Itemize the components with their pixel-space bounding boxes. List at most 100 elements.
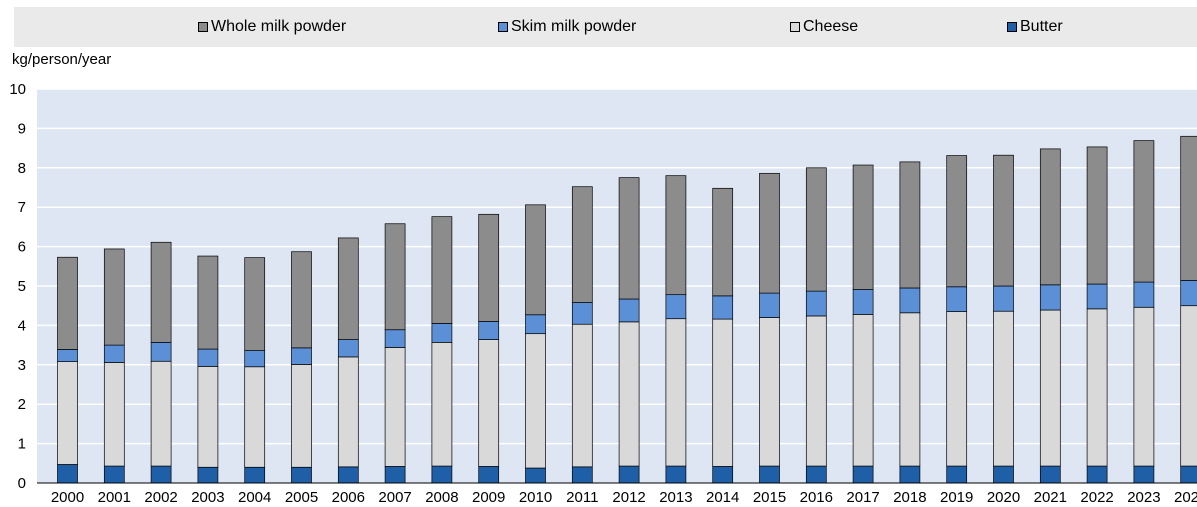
bar-segment-butter <box>618 465 640 484</box>
bar-segment-cheese <box>244 366 266 468</box>
bar-segment-cheese <box>384 347 406 467</box>
y-tick-label: 6 <box>18 239 26 256</box>
bar-segment-butter <box>805 465 827 484</box>
bar-segment-butter <box>1133 465 1155 484</box>
x-tick-label: 2000 <box>51 489 84 506</box>
bar-segment-cheese <box>571 323 593 468</box>
x-tick-label: 2017 <box>846 489 879 506</box>
bar-segment-whole-milk-powder <box>1180 135 1197 281</box>
bar-segment-whole-milk-powder <box>805 167 827 292</box>
bar-segment-skim-milk-powder <box>57 349 78 362</box>
x-tick-label: 2023 <box>1127 489 1160 506</box>
legend-label: Whole milk powder <box>211 18 347 35</box>
x-tick-label: 2009 <box>472 489 505 506</box>
y-tick-label: 4 <box>18 317 26 334</box>
bar-segment-skim-milk-powder <box>291 347 312 365</box>
bar-segment-butter <box>197 466 219 484</box>
bar-segment-skim-milk-powder <box>244 350 266 368</box>
legend-item-cheese: Cheese <box>790 7 858 47</box>
bar-segment-cheese <box>431 341 453 467</box>
bar-segment-skim-milk-powder <box>431 323 453 343</box>
bar-segment-butter <box>993 465 1014 484</box>
bar-segment-butter <box>852 465 874 484</box>
bar-segment-skim-milk-powder <box>946 286 968 312</box>
bar-segment-cheese <box>57 361 78 465</box>
legend-item-butter: Butter <box>1007 7 1063 47</box>
bar-segment-cheese <box>852 314 874 467</box>
bar-segment-whole-milk-powder <box>525 204 546 316</box>
bar-segment-whole-milk-powder <box>150 241 172 343</box>
y-tick-label: 2 <box>18 396 26 413</box>
bar-segment-skim-milk-powder <box>525 314 546 335</box>
bar-segment-whole-milk-powder <box>197 255 219 350</box>
bar-segment-cheese <box>946 311 968 467</box>
x-tick-label: 2005 <box>285 489 318 506</box>
legend-label: Cheese <box>803 18 859 35</box>
x-tick-label: 2014 <box>706 489 739 506</box>
bar-segment-cheese <box>478 339 500 467</box>
bar-segment-cheese <box>525 333 546 469</box>
bar-segment-whole-milk-powder <box>291 251 312 349</box>
bar-segment-skim-milk-powder <box>852 289 874 315</box>
x-tick-label: 2007 <box>378 489 411 506</box>
bar-segment-skim-milk-powder <box>103 344 125 363</box>
bar-segment-skim-milk-powder <box>1180 280 1197 307</box>
bar-segment-whole-milk-powder <box>759 172 780 294</box>
y-tick-label: 7 <box>18 199 26 216</box>
x-tick-label: 2015 <box>753 489 786 506</box>
legend-swatch <box>790 22 800 32</box>
bar-segment-skim-milk-powder <box>712 295 734 320</box>
bar-segment-whole-milk-powder <box>1086 146 1108 285</box>
y-axis-label: kg/person/year <box>12 51 112 68</box>
x-tick-label: 2001 <box>98 489 131 506</box>
bar-segment-cheese <box>712 318 734 467</box>
legend-swatch <box>498 22 508 32</box>
bar-segment-skim-milk-powder <box>899 287 921 314</box>
bar-segment-skim-milk-powder <box>150 341 172 362</box>
bar-segment-butter <box>899 465 921 484</box>
bar-segment-skim-milk-powder <box>805 290 827 317</box>
y-tick-label: 1 <box>18 436 26 453</box>
bar-segment-cheese <box>197 366 219 468</box>
bar-segment-cheese <box>337 356 359 468</box>
bar-segment-skim-milk-powder <box>1086 283 1108 310</box>
legend-swatch <box>198 22 208 32</box>
bar-segment-whole-milk-powder <box>337 237 359 340</box>
bar-segment-whole-milk-powder <box>571 186 593 303</box>
bar-segment-skim-milk-powder <box>993 285 1014 312</box>
bar-segment-whole-milk-powder <box>946 155 968 288</box>
bar-segment-skim-milk-powder <box>478 321 500 340</box>
bar-segment-whole-milk-powder <box>712 187 734 297</box>
y-tick-label: 3 <box>18 357 26 374</box>
y-tick-label: 10 <box>9 81 26 98</box>
bar-segment-skim-milk-powder <box>759 292 780 318</box>
bar-segment-butter <box>337 466 359 484</box>
bar-segment-butter <box>1180 465 1197 484</box>
bar-segment-whole-milk-powder <box>899 161 921 289</box>
x-tick-label: 2020 <box>987 489 1020 506</box>
x-tick-label: 2019 <box>940 489 973 506</box>
bar-segment-skim-milk-powder <box>384 329 406 348</box>
bar-segment-butter <box>946 465 968 484</box>
x-tick-label: 2002 <box>144 489 177 506</box>
x-tick-label: 2021 <box>1034 489 1067 506</box>
bar-segment-butter <box>103 465 125 484</box>
bar-segment-cheese <box>1133 306 1155 467</box>
bar-segment-skim-milk-powder <box>1133 281 1155 308</box>
bar-segment-cheese <box>759 317 780 467</box>
bar-segment-butter <box>759 465 780 484</box>
legend-label: Butter <box>1020 18 1063 35</box>
bar-segment-butter <box>244 466 266 484</box>
x-tick-label: 2022 <box>1080 489 1113 506</box>
bar-segment-cheese <box>103 362 125 467</box>
bar-segment-butter <box>57 464 78 484</box>
y-tick-label: 9 <box>18 120 26 137</box>
y-tick-label: 8 <box>18 160 26 177</box>
bar-segment-butter <box>291 466 312 484</box>
x-tick-label: 2004 <box>238 489 271 506</box>
bar-segment-skim-milk-powder <box>618 298 640 323</box>
bar-segment-butter <box>150 465 172 484</box>
bar-segment-cheese <box>665 318 687 467</box>
bar-segment-cheese <box>618 321 640 467</box>
